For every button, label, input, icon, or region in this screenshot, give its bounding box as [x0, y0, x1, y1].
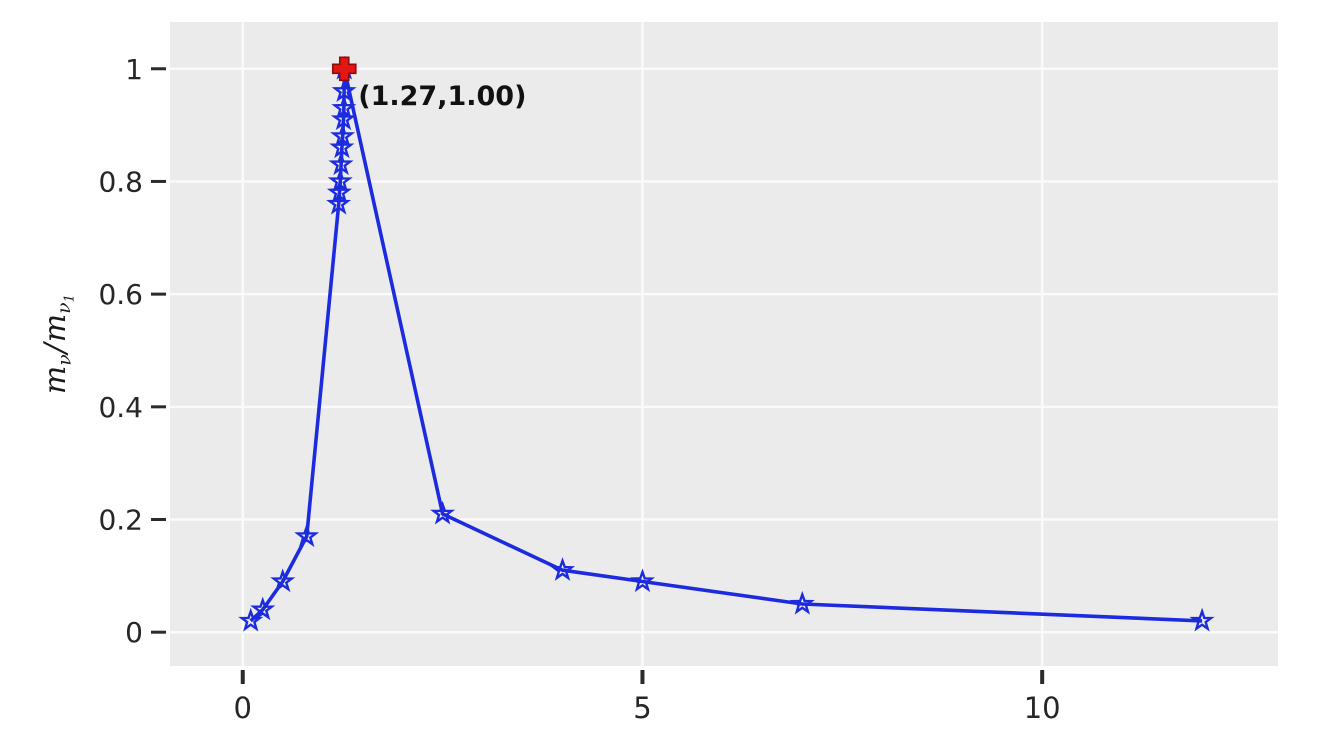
star-marker	[250, 596, 276, 621]
y-tick-label: 0.6	[98, 278, 143, 311]
y-axis-label-den-sub: ν1	[54, 293, 78, 314]
x-tick-label: 10	[1024, 691, 1061, 725]
star-marker	[789, 590, 815, 615]
y-tick-label: 1	[125, 53, 143, 86]
y-axis-label-num-base: m	[38, 365, 74, 395]
y-tick-label: 0	[125, 616, 143, 649]
star-marker	[629, 568, 655, 593]
y-tick-label: 0.4	[98, 391, 143, 424]
star-marker	[331, 78, 357, 102]
x-tick-label: 0	[234, 691, 252, 725]
y-tick-label: 0.8	[98, 165, 143, 198]
y-axis-label-den-subsub: 1	[62, 293, 78, 303]
y-tick-label: 0.2	[98, 504, 143, 537]
star-marker	[294, 523, 320, 548]
y-axis-label: mν/mν1	[38, 244, 78, 444]
star-marker	[330, 123, 356, 148]
star-marker	[328, 151, 354, 176]
series-line	[249, 67, 1203, 623]
star-marker	[270, 568, 296, 593]
star-marker	[430, 500, 456, 525]
y-axis-label-divider: /	[38, 343, 74, 354]
peak-plus-marker	[331, 56, 357, 82]
star-marker	[550, 557, 576, 581]
star-marker	[327, 168, 353, 193]
star-marker	[1189, 607, 1215, 632]
plot-background	[170, 22, 1278, 666]
peak-annotation: (1.27,1.00)	[358, 81, 526, 112]
y-axis-label-den-base: m	[38, 313, 74, 343]
x-tick-label: 5	[633, 691, 651, 725]
y-axis-label-num-sub: ν	[54, 354, 76, 366]
star-marker	[331, 95, 357, 119]
